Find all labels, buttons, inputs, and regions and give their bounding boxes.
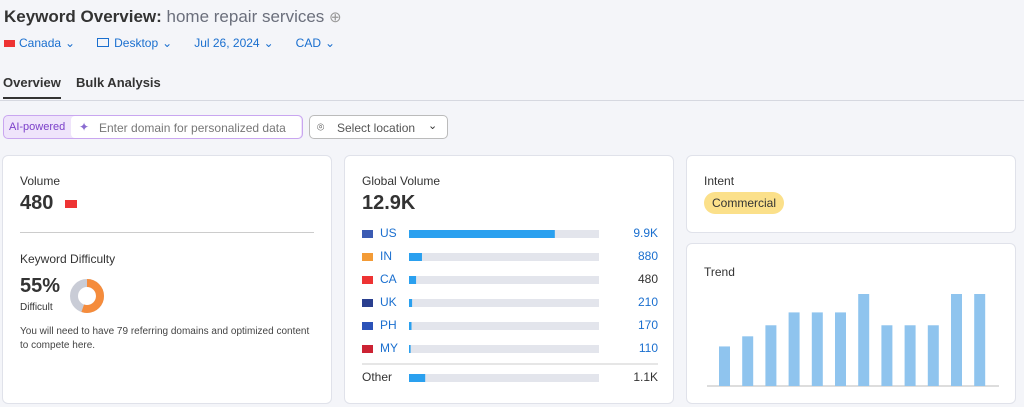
flag	[362, 322, 373, 330]
value-label: 1.1K	[633, 370, 658, 384]
bar	[409, 322, 412, 330]
bar	[409, 345, 411, 353]
trend-bar	[858, 294, 870, 386]
trend-bar	[811, 312, 823, 386]
country: Other	[362, 370, 392, 384]
volume-label: Volume	[20, 174, 61, 188]
value-label: 170	[638, 318, 658, 332]
chevron: ⌄	[65, 36, 76, 50]
trend-card: Trend	[686, 243, 1016, 404]
trend-bar	[765, 325, 777, 386]
bar-track	[409, 374, 599, 382]
bar-track	[409, 322, 599, 330]
filter-label: Jul 26, 2024	[194, 36, 260, 50]
trend-chart	[707, 294, 999, 387]
volume-card: Volume 480 Keyword Difficulty 55% Diffic…	[2, 155, 332, 404]
intent-card: Intent Commercial	[686, 155, 1016, 233]
bar	[409, 374, 426, 382]
trend-label: Trend	[704, 265, 735, 279]
flag	[362, 276, 373, 284]
country: IN	[380, 249, 392, 263]
bar-track	[409, 299, 599, 307]
tab[interactable]: Overview	[3, 75, 61, 99]
domain-placeholder: Enter domain for personalized data	[99, 121, 286, 135]
bar	[409, 253, 422, 261]
bar	[409, 276, 417, 284]
pin-icon: ⌾	[317, 120, 325, 134]
difficulty-label: Keyword Difficulty	[20, 252, 116, 266]
filters: Canada ⌄ Desktop ⌄ Jul 26, 2024 ⌄ CAD ⌄	[4, 36, 335, 50]
global-volume-card: Global Volume 12.9K US 9.9K IN 880 CA 480 UK 21…	[344, 155, 674, 404]
location-select[interactable]	[309, 115, 448, 139]
trend-bar	[742, 336, 754, 386]
tab[interactable]: Bulk Analysis	[76, 75, 161, 90]
country: US	[380, 226, 397, 240]
divider	[20, 232, 314, 233]
filter[interactable]: Canada ⌄	[4, 36, 75, 50]
difficulty-level: Difficult	[20, 302, 53, 313]
flag	[65, 200, 77, 208]
bar-track	[409, 253, 599, 261]
title: Keyword Overview:	[4, 7, 162, 26]
trend-bar	[974, 294, 986, 386]
flag	[4, 40, 15, 47]
filter-label: Desktop	[114, 36, 159, 50]
trend-bar	[904, 325, 916, 386]
filter-label: CAD	[295, 36, 321, 50]
title-row: Keyword Overview: home repair services ⊕	[4, 7, 342, 27]
trend-bar	[881, 325, 893, 386]
divider	[0, 100, 1024, 101]
intent-badge: Commercial	[704, 192, 785, 214]
country: PH	[380, 318, 397, 332]
value-label: 880	[638, 249, 658, 263]
value-label: 480	[638, 272, 658, 286]
filter[interactable]: Desktop ⌄	[97, 36, 172, 50]
value-label: 210	[638, 295, 658, 309]
bar	[409, 299, 413, 307]
country: MY	[380, 341, 398, 355]
location-label: Select location	[337, 121, 416, 135]
bar	[409, 230, 555, 238]
trend-bar	[788, 312, 800, 386]
flag	[362, 253, 373, 261]
add-icon[interactable]: ⊕	[329, 9, 342, 26]
domain-input[interactable]	[71, 116, 301, 138]
ai-badge: AI-powered	[9, 121, 66, 133]
trend-bar	[927, 325, 939, 386]
chevron: ⌄	[428, 120, 438, 132]
chevron: ⌄	[325, 36, 336, 50]
donut	[70, 279, 104, 313]
desktop-icon	[97, 38, 110, 47]
donut-arc	[70, 279, 104, 313]
bar-track	[409, 345, 599, 353]
flag	[362, 345, 373, 353]
global-volume-chart: US 9.9K IN 880 CA 480 UK 210 PH 170 MY 110 Other 1.1K	[362, 226, 658, 384]
filter-label: Canada	[19, 36, 62, 50]
value-label: 110	[639, 341, 658, 355]
trend-bar	[719, 346, 730, 386]
value-label: 9.9K	[633, 226, 658, 240]
chevron: ⌄	[263, 36, 274, 50]
country: UK	[380, 295, 397, 309]
keyword: home repair services	[166, 7, 325, 26]
flag	[362, 299, 373, 307]
trend-bar	[835, 312, 846, 386]
global-volume-label: Global Volume	[362, 174, 441, 188]
global-volume-total: 12.9K	[362, 192, 416, 214]
sparkle-icon: ✦	[79, 120, 90, 134]
intent-label: Intent	[704, 174, 735, 188]
bar-track	[409, 276, 599, 284]
difficulty-value: 55%	[20, 275, 61, 297]
trend-bar	[951, 294, 962, 386]
volume-value: 480	[20, 192, 54, 214]
flag	[362, 230, 373, 238]
chevron: ⌄	[162, 36, 173, 50]
filter[interactable]: Jul 26, 2024 ⌄	[194, 36, 273, 50]
country: CA	[380, 272, 397, 286]
difficulty-note: You will need to have 79 referring domai…	[20, 326, 310, 351]
filter[interactable]: CAD ⌄	[296, 36, 335, 50]
